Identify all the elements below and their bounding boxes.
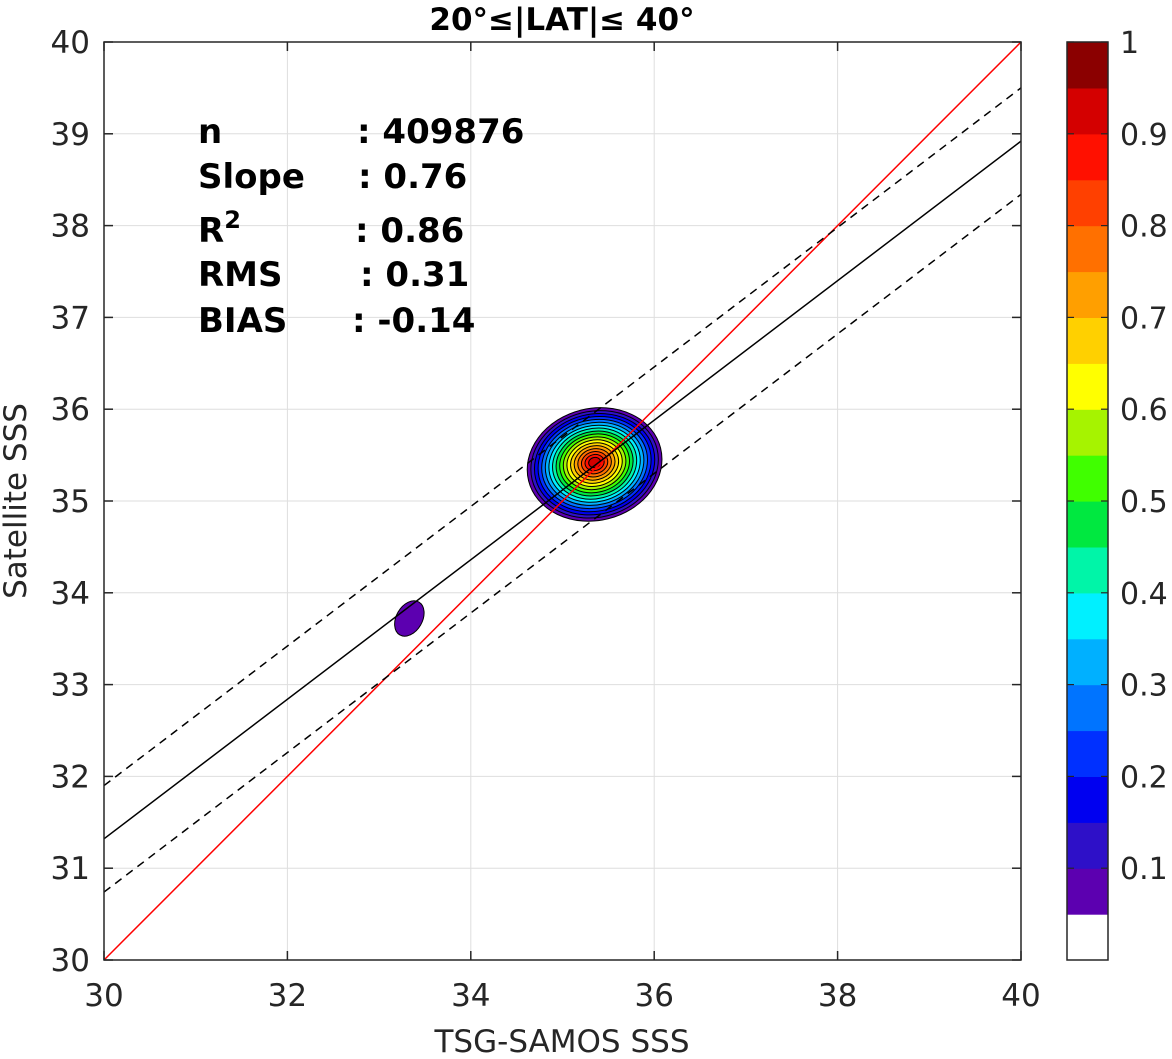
- colorbar-tick-label: 0.5: [1120, 485, 1168, 520]
- colorbar-segment: [1067, 684, 1108, 732]
- colorbar-segment: [1067, 42, 1108, 89]
- colorbar-segment: [1067, 363, 1108, 410]
- y-tick-label: 37: [51, 300, 90, 336]
- x-tick-label: 34: [451, 978, 490, 1014]
- stat-value: : 0.76: [358, 157, 467, 197]
- colorbar-segment: [1067, 225, 1108, 273]
- stat-value: : 0.31: [360, 255, 469, 295]
- y-tick-label: 31: [51, 851, 90, 887]
- y-axis-label: Satellite SSS: [0, 403, 34, 599]
- colorbar-segment: [1067, 546, 1108, 594]
- x-tick-label: 36: [634, 978, 673, 1014]
- stat-label: RMS: [198, 255, 283, 295]
- stat-label: BIAS: [198, 301, 287, 341]
- x-axis-label: TSG-SAMOS SSS: [434, 1024, 690, 1055]
- secondary-contour: [394, 600, 425, 637]
- line-fit-lower: [104, 193, 1021, 893]
- regression-lines: [104, 42, 1021, 960]
- colorbar-tick-label: 0.9: [1120, 118, 1168, 153]
- y-tick-label: 35: [51, 484, 90, 520]
- y-tick-label: 30: [51, 943, 90, 979]
- colorbar-tick-label: 0.8: [1120, 210, 1168, 245]
- colorbar-tick-label: 0.2: [1120, 760, 1168, 795]
- colorbar-segment: [1067, 271, 1108, 318]
- axis-ticks: [103, 41, 1022, 961]
- colorbar-tick-label: 0.6: [1120, 393, 1168, 428]
- x-tick-label: 32: [268, 978, 307, 1014]
- colorbar-segment: [1067, 501, 1108, 548]
- colorbar-segment: [1067, 868, 1108, 915]
- y-tick-label: 36: [51, 392, 90, 428]
- x-tick-label: 38: [818, 978, 857, 1014]
- stat-label: Slope: [198, 157, 305, 197]
- stat-value: : 0.86: [355, 211, 464, 251]
- line-fit: [104, 140, 1021, 840]
- colorbar-segment: [1067, 317, 1108, 364]
- colorbar-segment: [1067, 87, 1108, 135]
- colorbar-segment: [1067, 638, 1108, 686]
- colorbar-tick-label: 0.7: [1120, 301, 1168, 336]
- colorbar-segment: [1067, 822, 1108, 869]
- colorbar-segment: [1067, 409, 1108, 456]
- x-tick-label: 40: [1001, 978, 1040, 1014]
- colorbar-segment: [1067, 179, 1108, 227]
- x-tick-label: 30: [84, 978, 123, 1014]
- colorbar-segment: [1067, 592, 1108, 640]
- y-tick-label: 33: [51, 668, 90, 704]
- colorbar-tick-label: 0.1: [1120, 852, 1168, 887]
- x-tick-labels: 30 32 34 36 38 40: [84, 978, 1040, 1014]
- line-1-1: [104, 42, 1021, 960]
- stat-value: : -0.14: [352, 301, 475, 341]
- y-tick-label: 32: [51, 759, 90, 795]
- colorbar-segment: [1067, 730, 1108, 777]
- colorbar-tick-label: 0.4: [1120, 577, 1168, 612]
- stat-label: n: [198, 112, 222, 152]
- colorbar-tick-label: 1: [1120, 26, 1139, 61]
- y-tick-labels: 30 31 32 33 34 35 36 37 38 39 40: [51, 25, 90, 979]
- colorbar-tick-label: 0.3: [1120, 669, 1168, 704]
- colorbar-segment: [1067, 455, 1108, 502]
- chart-title: 20°≤|LAT|≤ 40°: [429, 2, 694, 38]
- stat-value: : 409876: [357, 112, 524, 152]
- colorbar-segment: [1067, 776, 1108, 823]
- colorbar-segment: [1067, 914, 1108, 961]
- colorbar-segment: [1067, 133, 1108, 181]
- y-tick-label: 38: [51, 209, 90, 245]
- y-tick-label: 34: [51, 576, 90, 612]
- stat-superscript: 2: [224, 206, 241, 234]
- y-tick-label: 40: [51, 25, 90, 61]
- colorbar: 0.1 0.2 0.3 0.4 0.5 0.6 0.7 0.8 0.9 1: [1066, 26, 1168, 961]
- y-tick-label: 39: [51, 117, 90, 153]
- line-fit-upper: [104, 87, 1021, 787]
